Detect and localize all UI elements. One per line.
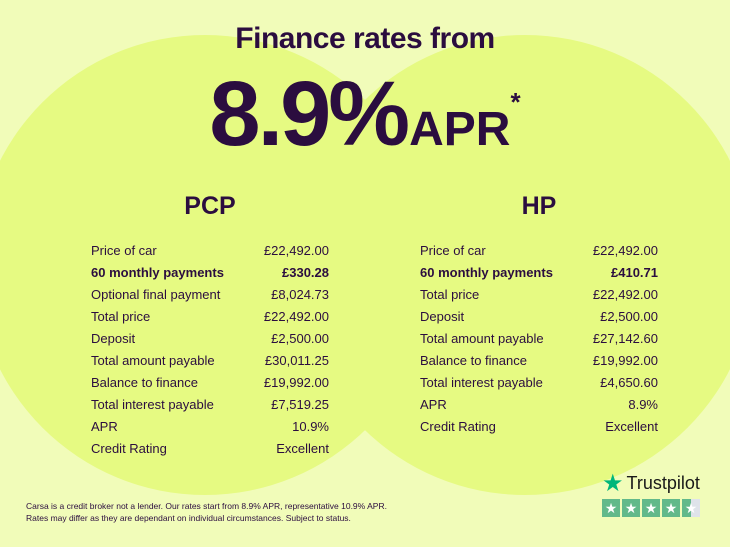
row-label: APR: [91, 419, 118, 434]
row-label: Total price: [420, 287, 480, 302]
rate-value: 8.9%: [209, 63, 410, 165]
pcp-table: PCP Price of car £22,492.00 60 monthly pay…: [91, 192, 329, 460]
table-row: Price of car £22,492.00: [91, 240, 329, 262]
table-row: Total interest payable £4,650.60: [420, 372, 658, 394]
row-value: £22,492.00: [263, 309, 329, 324]
row-value: 8.9%: [628, 397, 658, 412]
row-value: £19,992.00: [592, 353, 658, 368]
row-label: Optional final payment: [91, 287, 221, 302]
disclaimer: Carsa is a credit broker not a lender. O…: [26, 500, 387, 524]
row-value: £19,992.00: [263, 375, 329, 390]
trustpilot-rating: ★ ★ ★ ★ ★: [602, 499, 700, 517]
table-row: 60 monthly payments £330.28: [91, 262, 329, 284]
pcp-title: PCP: [184, 192, 236, 220]
trustpilot-badge[interactable]: ★ Trustpilot ★ ★ ★ ★ ★: [602, 469, 700, 517]
table-row: Credit Rating Excellent: [420, 416, 658, 438]
trustpilot-name: Trustpilot: [626, 473, 700, 493]
row-value: £7,519.25: [271, 397, 329, 412]
star-icon: ★: [602, 499, 620, 517]
row-value: Excellent: [276, 441, 329, 456]
row-value: £8,024.73: [271, 287, 329, 302]
star-icon: ★: [622, 499, 640, 517]
row-label: Deposit: [420, 309, 465, 324]
disclaimer-line: Carsa is a credit broker not a lender. O…: [26, 501, 387, 511]
row-label: Price of car: [420, 243, 486, 258]
headline: Finance rates from: [235, 22, 495, 55]
table-row: Total amount payable £30,011.25: [91, 350, 329, 372]
row-label: 60 monthly payments: [420, 265, 553, 280]
rate-headline: 8.9%APR*: [0, 62, 730, 167]
row-value: £4,650.60: [600, 375, 658, 390]
disclaimer-line: Rates may differ as they are dependant o…: [26, 513, 351, 523]
half-star-icon: ★: [682, 499, 700, 517]
row-value: 10.9%: [292, 419, 329, 434]
star-icon: ★: [642, 499, 660, 517]
row-label: Total amount payable: [420, 331, 544, 346]
star-icon: ★: [602, 469, 624, 497]
row-label: Total amount payable: [91, 353, 215, 368]
row-value: £27,142.60: [592, 331, 658, 346]
row-label: 60 monthly payments: [91, 265, 224, 280]
hp-table: HP Price of car £22,492.00 60 monthly paym…: [420, 192, 658, 438]
table-row: Total price £22,492.00: [91, 306, 329, 328]
row-label: Deposit: [91, 331, 136, 346]
row-label: Total interest payable: [420, 375, 543, 390]
trustpilot-logo: ★ Trustpilot: [602, 469, 700, 497]
table-row: Deposit £2,500.00: [91, 328, 329, 350]
row-value: £330.28: [282, 265, 329, 280]
asterisk: *: [510, 87, 521, 117]
row-value: £22,492.00: [592, 243, 658, 258]
table-row: APR 10.9%: [91, 416, 329, 438]
table-row: Balance to finance £19,992.00: [420, 350, 658, 372]
hp-title: HP: [521, 192, 557, 220]
table-row: 60 monthly payments £410.71: [420, 262, 658, 284]
row-value: £22,492.00: [263, 243, 329, 258]
row-label: Total price: [91, 309, 151, 324]
row-value: £2,500.00: [271, 331, 329, 346]
row-label: Credit Rating: [420, 419, 496, 434]
row-value: £30,011.25: [264, 353, 329, 368]
apr-label: APR: [409, 103, 511, 156]
row-value: Excellent: [605, 419, 658, 434]
row-label: APR: [420, 397, 447, 412]
row-label: Total interest payable: [91, 397, 214, 412]
row-label: Credit Rating: [91, 441, 167, 456]
table-row: Total interest payable £7,519.25: [91, 394, 329, 416]
table-row: Optional final payment £8,024.73: [91, 284, 329, 306]
row-value: £410.71: [611, 265, 658, 280]
table-row: Deposit £2,500.00: [420, 306, 658, 328]
background-circle-right: [295, 35, 730, 495]
table-row: Credit Rating Excellent: [91, 438, 329, 460]
table-row: Price of car £22,492.00: [420, 240, 658, 262]
table-row: Balance to finance £19,992.00: [91, 372, 329, 394]
row-value: £2,500.00: [600, 309, 658, 324]
star-icon: ★: [662, 499, 680, 517]
row-value: £22,492.00: [592, 287, 658, 302]
table-row: Total amount payable £27,142.60: [420, 328, 658, 350]
row-label: Price of car: [91, 243, 157, 258]
row-label: Balance to finance: [91, 375, 198, 390]
table-row: APR 8.9%: [420, 394, 658, 416]
row-label: Balance to finance: [420, 353, 527, 368]
table-row: Total price £22,492.00: [420, 284, 658, 306]
